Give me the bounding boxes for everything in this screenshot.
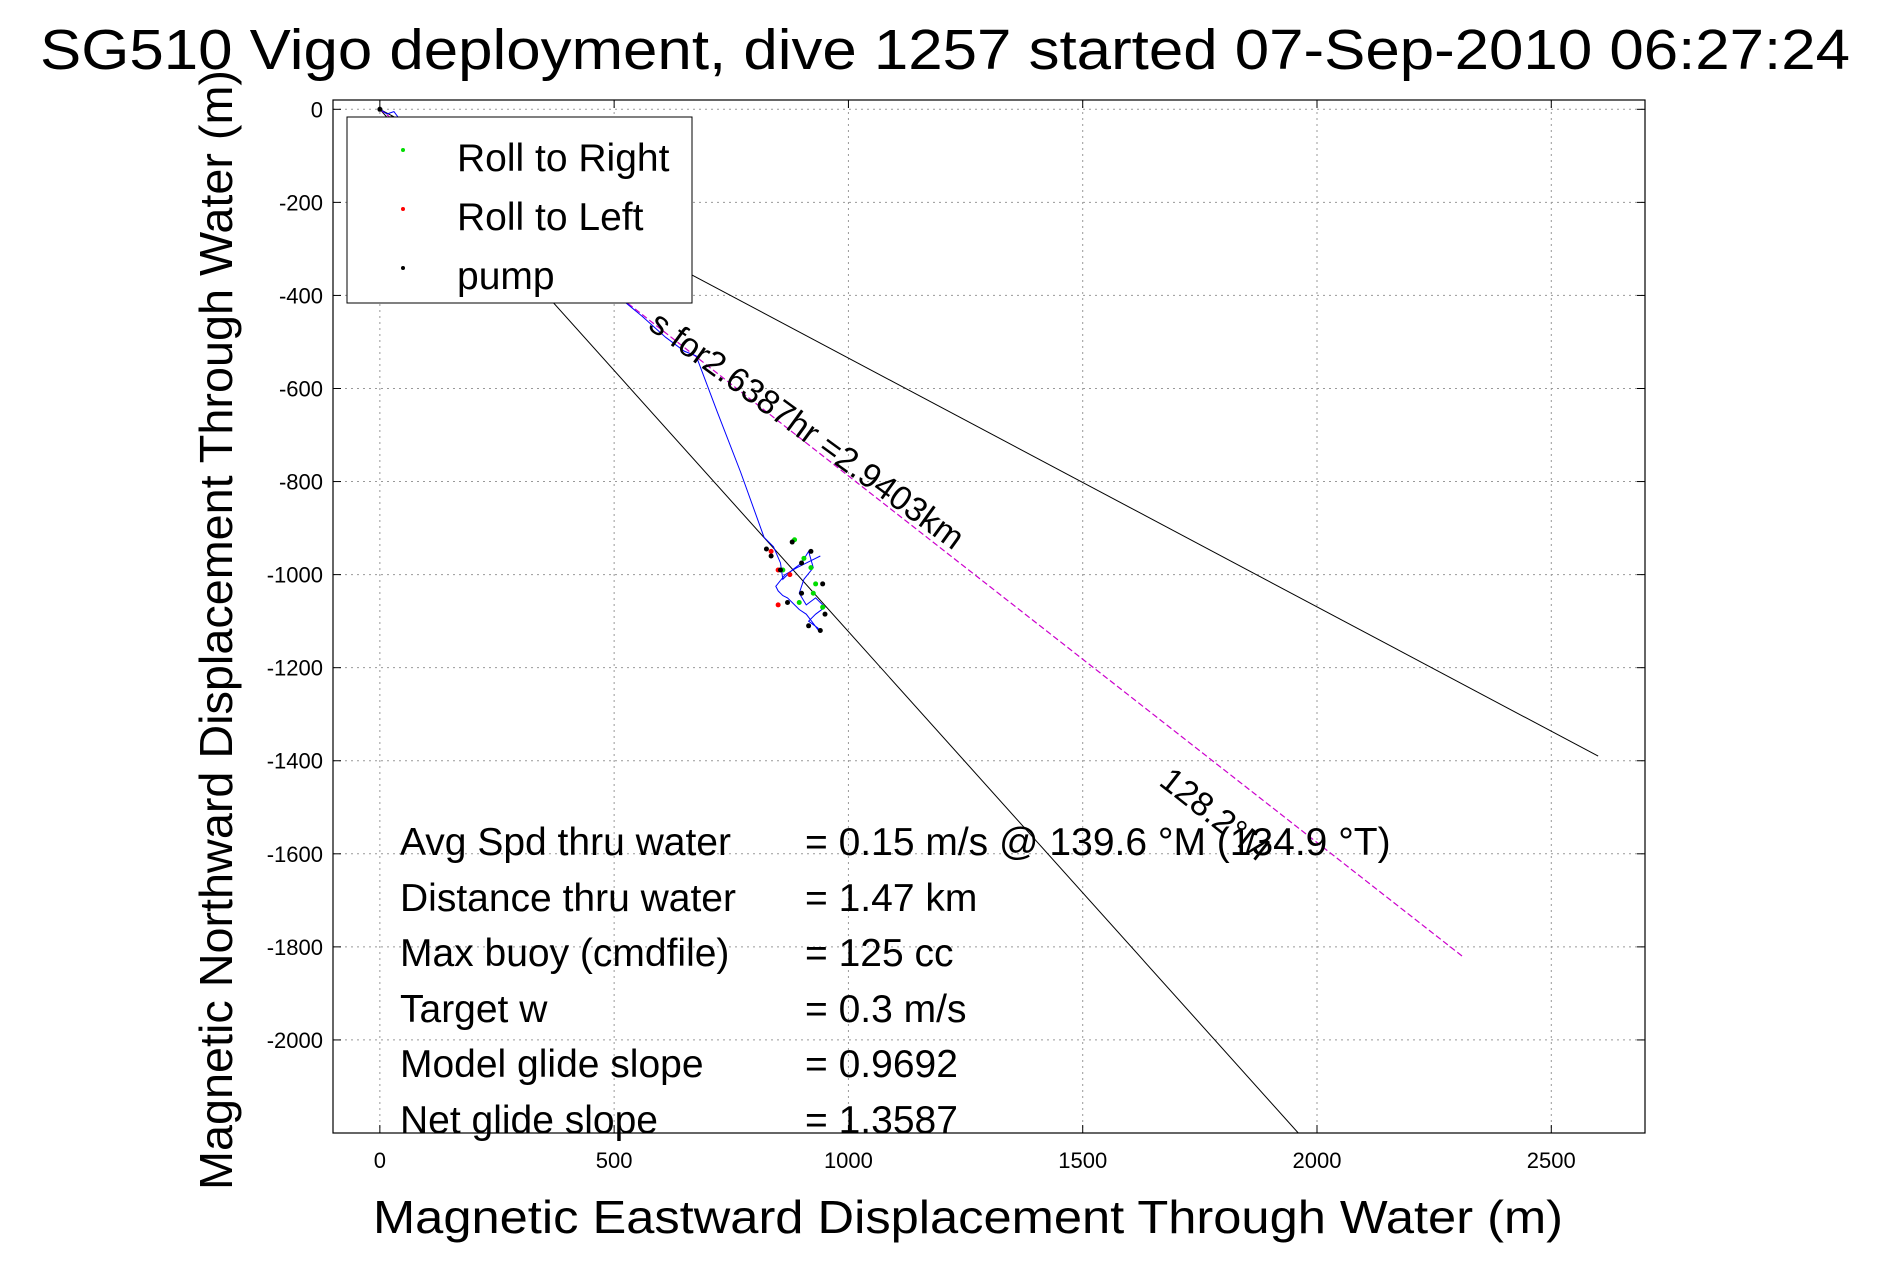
legend-marker-roll-left xyxy=(401,207,405,211)
pump-marker xyxy=(799,560,805,566)
roll-right-marker xyxy=(810,590,816,596)
x-tick-label: 0 xyxy=(374,1148,386,1173)
stat-value-avg-speed: = 0.15 m/s @ 139.6 °M (134.9 °T) xyxy=(805,821,1391,864)
chart-title: SG510 Vigo deployment, dive 1257 started… xyxy=(40,18,1850,82)
pump-marker xyxy=(789,539,795,545)
stat-label-avg-speed: Avg Spd thru water xyxy=(400,821,731,864)
stat-value-target-w: = 0.3 m/s xyxy=(805,988,966,1031)
pump-marker xyxy=(377,106,383,112)
roll-left-marker xyxy=(768,548,774,554)
stat-label-distance: Distance thru water xyxy=(400,877,736,920)
pump-marker xyxy=(763,546,769,552)
roll-right-marker xyxy=(813,581,819,587)
x-tick-label: 1500 xyxy=(1058,1148,1107,1173)
y-tick-label: -1600 xyxy=(267,842,323,867)
stat-value-model-glide: = 0.9692 xyxy=(805,1043,958,1086)
x-tick-label: 1000 xyxy=(824,1148,873,1173)
roll-right-marker xyxy=(808,565,814,571)
x-axis-label: Magnetic Eastward Displacement Through W… xyxy=(373,1191,1563,1243)
stat-label-max-buoy: Max buoy (cmdfile) xyxy=(400,932,729,975)
pump-marker xyxy=(777,567,783,573)
grid xyxy=(333,100,1645,1133)
stat-value-distance: = 1.47 km xyxy=(805,877,977,920)
x-tick-label: 500 xyxy=(596,1148,633,1173)
x-tick-label: 2000 xyxy=(1293,1148,1342,1173)
stat-label-target-w: Target w xyxy=(400,988,548,1031)
roll-left-marker xyxy=(775,602,781,608)
legend-marker-roll-right xyxy=(401,148,405,152)
roll-right-marker xyxy=(796,600,802,606)
pump-marker xyxy=(768,553,774,559)
pump-marker xyxy=(799,590,805,596)
y-tick-label: -400 xyxy=(279,283,323,308)
stat-label-net-glide: Net glide slope xyxy=(400,1099,658,1142)
y-tick-label: 0 xyxy=(311,97,323,122)
pump-marker xyxy=(820,581,826,587)
stat-label-model-glide: Model glide slope xyxy=(400,1043,704,1086)
y-tick-label: -2000 xyxy=(267,1028,323,1053)
legend: Roll to Right Roll to Left pump xyxy=(346,116,693,304)
legend-label-pump: pump xyxy=(457,255,555,298)
roll-right-marker xyxy=(820,604,826,610)
stat-value-max-buoy: = 125 cc xyxy=(805,932,954,975)
pump-marker xyxy=(817,627,823,633)
pump-marker xyxy=(808,548,814,554)
roll-left-marker xyxy=(787,572,793,578)
y-tick-label: -1000 xyxy=(267,563,323,588)
y-tick-label: -200 xyxy=(279,190,323,215)
pump-marker xyxy=(822,611,828,617)
stats-block: Avg Spd thru water = 0.15 m/s @ 139.6 °M… xyxy=(400,821,1391,1142)
y-tick-label: -800 xyxy=(279,470,323,495)
annotation-distance: s for2.6387hr =2.9403km xyxy=(642,304,971,557)
legend-label-roll-left: Roll to Left xyxy=(457,196,644,239)
x-tick-label: 2500 xyxy=(1527,1148,1576,1173)
stat-value-net-glide: = 1.3587 xyxy=(805,1099,958,1142)
pump-marker xyxy=(806,623,812,629)
y-tick-label: -1200 xyxy=(267,656,323,681)
legend-marker-pump xyxy=(401,266,405,270)
plot-frame xyxy=(332,99,1646,1134)
pump-marker xyxy=(785,600,791,606)
legend-label-roll-right: Roll to Right xyxy=(457,137,670,180)
y-tick-label: -1400 xyxy=(267,749,323,774)
y-axis-ticks: 0 -200 -400 -600 -800 -1000 -1200 -1400 -1600 -18… xyxy=(267,97,1645,1053)
y-axis-label: Magnetic Northward Displacement Through … xyxy=(190,70,242,1190)
roll-right-marker xyxy=(801,555,807,561)
y-tick-label: -600 xyxy=(279,376,323,401)
y-tick-label: -1800 xyxy=(267,935,323,960)
x-axis-ticks: 0 500 1000 1500 2000 2500 xyxy=(374,100,1576,1173)
